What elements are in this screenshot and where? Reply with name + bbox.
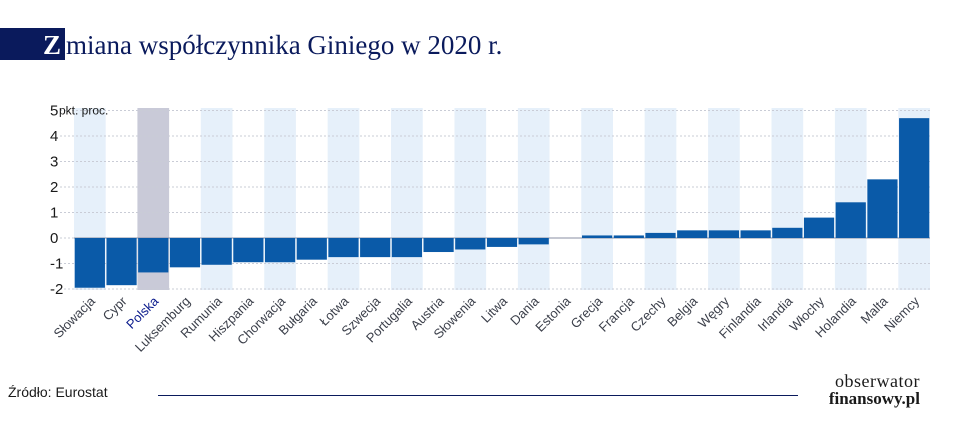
bar	[518, 238, 549, 245]
bar	[486, 238, 518, 247]
background-stripe	[581, 108, 613, 290]
x-tick-label: Niemcy	[881, 293, 923, 335]
bar	[233, 238, 264, 263]
chart-title: miana współczynnika Giniego w 2020 r.	[66, 30, 503, 60]
y-tick-label: -1	[50, 256, 63, 273]
bar	[740, 230, 771, 238]
x-tick-label: Estonia	[532, 293, 574, 335]
bar	[835, 202, 866, 238]
source-note: Źródło: Eurostat	[8, 384, 108, 400]
background-stripe	[454, 108, 487, 290]
bar	[264, 238, 296, 263]
y-tick-label: 5	[50, 103, 58, 120]
bar	[169, 238, 201, 268]
bar	[645, 232, 676, 238]
bar	[613, 235, 644, 238]
title-first-letter: Z	[43, 30, 62, 60]
bar	[708, 230, 740, 238]
bar	[803, 217, 835, 238]
bar	[391, 238, 422, 258]
bar	[677, 230, 708, 238]
y-tick-label: 3	[50, 154, 58, 171]
bar	[360, 238, 391, 258]
publisher-logo: obserwator finansowy.pl	[790, 372, 920, 408]
y-tick-label: -2	[50, 281, 63, 298]
background-stripe	[517, 108, 550, 290]
background-stripe	[771, 108, 804, 290]
logo-bottom-text: finansowy.pl	[828, 389, 920, 408]
bar	[899, 118, 930, 238]
bar	[106, 238, 137, 286]
background-stripe	[327, 108, 360, 290]
bar	[455, 238, 486, 250]
x-tick-label: Belgia	[664, 293, 701, 330]
bar	[138, 238, 169, 273]
bar	[296, 238, 327, 260]
y-axis-label: pkt. proc.	[59, 104, 108, 118]
bar	[772, 227, 803, 238]
background-stripe	[708, 108, 740, 290]
x-tick-label: Litwa	[478, 293, 511, 326]
title-accent-block	[0, 28, 65, 60]
y-tick-label: 2	[50, 179, 58, 196]
bar	[328, 238, 359, 258]
logo-top-text: obserwator	[835, 371, 920, 391]
background-stripe	[264, 108, 296, 290]
bar	[201, 238, 232, 265]
bar	[423, 238, 454, 253]
background-stripe	[391, 108, 423, 290]
source-divider	[158, 395, 798, 396]
y-tick-label: 0	[50, 230, 58, 247]
x-tick-label: Czechy	[627, 293, 669, 335]
x-tick-label: Słowacja	[51, 293, 99, 341]
y-tick-label: 4	[50, 128, 58, 145]
bar	[74, 238, 105, 288]
background-stripe	[644, 108, 677, 290]
y-tick-label: 1	[50, 205, 58, 222]
bar	[867, 179, 898, 238]
background-stripe	[834, 108, 867, 290]
bar	[582, 235, 613, 238]
